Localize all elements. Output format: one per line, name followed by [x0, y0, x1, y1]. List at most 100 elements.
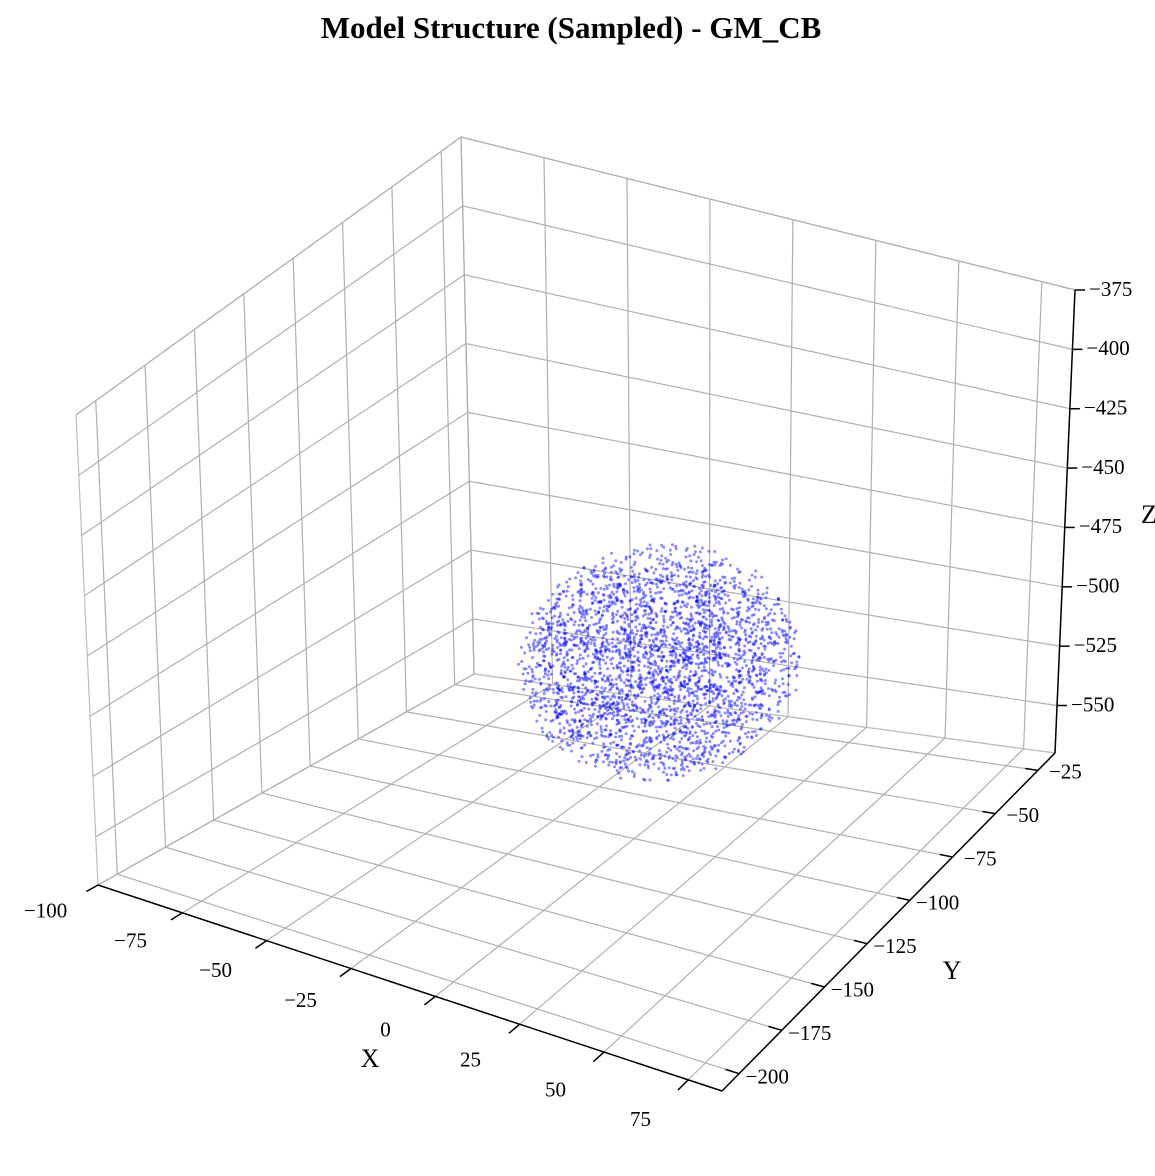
data-point	[572, 695, 576, 699]
data-point	[658, 683, 662, 687]
data-point	[554, 653, 558, 657]
data-point	[687, 642, 691, 646]
data-point	[562, 660, 566, 664]
data-point	[676, 676, 680, 680]
data-point	[659, 719, 663, 723]
data-point	[604, 702, 608, 706]
grid-line-floor-y	[165, 846, 782, 1031]
data-point	[762, 644, 766, 648]
data-point	[738, 600, 742, 604]
data-point	[596, 693, 600, 697]
data-point	[698, 650, 702, 654]
data-point	[589, 734, 593, 738]
data-point	[615, 599, 619, 603]
data-point	[645, 601, 649, 605]
data-point	[620, 568, 624, 572]
data-point	[631, 749, 635, 753]
data-point	[552, 704, 556, 708]
data-point	[579, 639, 583, 643]
data-point	[571, 603, 575, 607]
data-point	[700, 715, 704, 718]
data-point	[600, 614, 604, 618]
data-point	[746, 606, 750, 609]
y-tick	[853, 939, 868, 945]
data-point	[676, 599, 680, 603]
data-point	[618, 689, 621, 693]
data-point	[793, 667, 797, 671]
data-point	[674, 678, 678, 682]
data-point	[576, 644, 579, 647]
data-point	[705, 722, 709, 726]
z-tick-label: −550	[1071, 692, 1114, 716]
data-point	[585, 719, 589, 723]
data-point	[609, 732, 613, 736]
data-point	[641, 709, 645, 713]
data-point	[711, 642, 715, 646]
grid-line-back-x	[543, 157, 554, 685]
data-point	[611, 650, 615, 653]
data-point	[651, 675, 655, 679]
data-point	[559, 648, 562, 652]
data-point	[691, 633, 695, 637]
data-point	[573, 719, 577, 723]
data-point	[747, 607, 751, 611]
data-point	[702, 615, 706, 619]
data-point	[600, 642, 604, 646]
data-point	[593, 760, 597, 764]
data-point	[656, 557, 660, 561]
data-point	[734, 583, 738, 587]
data-point	[684, 733, 688, 737]
data-point	[650, 757, 654, 761]
data-point	[624, 612, 628, 616]
data-point	[745, 677, 749, 681]
data-point	[740, 701, 743, 705]
data-point	[743, 702, 747, 706]
data-point	[665, 735, 669, 739]
data-point	[714, 601, 718, 605]
data-point	[673, 745, 677, 748]
data-point	[648, 740, 652, 743]
data-point	[714, 595, 718, 599]
data-point	[547, 737, 551, 741]
data-point	[727, 629, 731, 633]
data-point	[700, 729, 704, 733]
y-tick	[982, 810, 996, 815]
data-point	[561, 674, 565, 678]
data-point	[605, 648, 609, 651]
data-point	[652, 694, 656, 698]
data-point	[595, 758, 599, 762]
data-point	[603, 647, 607, 651]
data-point	[549, 627, 553, 631]
data-point	[733, 703, 737, 707]
data-point	[647, 670, 651, 674]
data-point	[644, 594, 648, 598]
data-point	[572, 691, 576, 695]
data-point	[687, 656, 691, 660]
data-point	[702, 723, 706, 726]
data-point	[646, 671, 650, 675]
data-point	[637, 643, 640, 647]
data-point	[558, 623, 562, 627]
data-point	[746, 599, 750, 602]
data-point	[577, 589, 581, 593]
data-point	[598, 618, 602, 622]
data-point	[608, 593, 612, 597]
data-point	[643, 631, 647, 635]
data-point	[764, 620, 768, 624]
data-point	[611, 760, 615, 764]
data-point	[747, 648, 751, 652]
data-point	[598, 707, 602, 711]
data-point	[706, 757, 710, 761]
data-point	[642, 600, 646, 604]
data-point	[590, 616, 593, 619]
data-point	[767, 668, 771, 672]
data-point	[590, 701, 594, 705]
data-point	[772, 603, 776, 607]
data-point	[588, 690, 592, 694]
data-point	[614, 559, 618, 563]
data-point	[633, 642, 637, 646]
data-point	[695, 569, 699, 573]
data-point	[565, 653, 569, 657]
data-point	[711, 732, 715, 735]
data-point	[557, 592, 561, 596]
